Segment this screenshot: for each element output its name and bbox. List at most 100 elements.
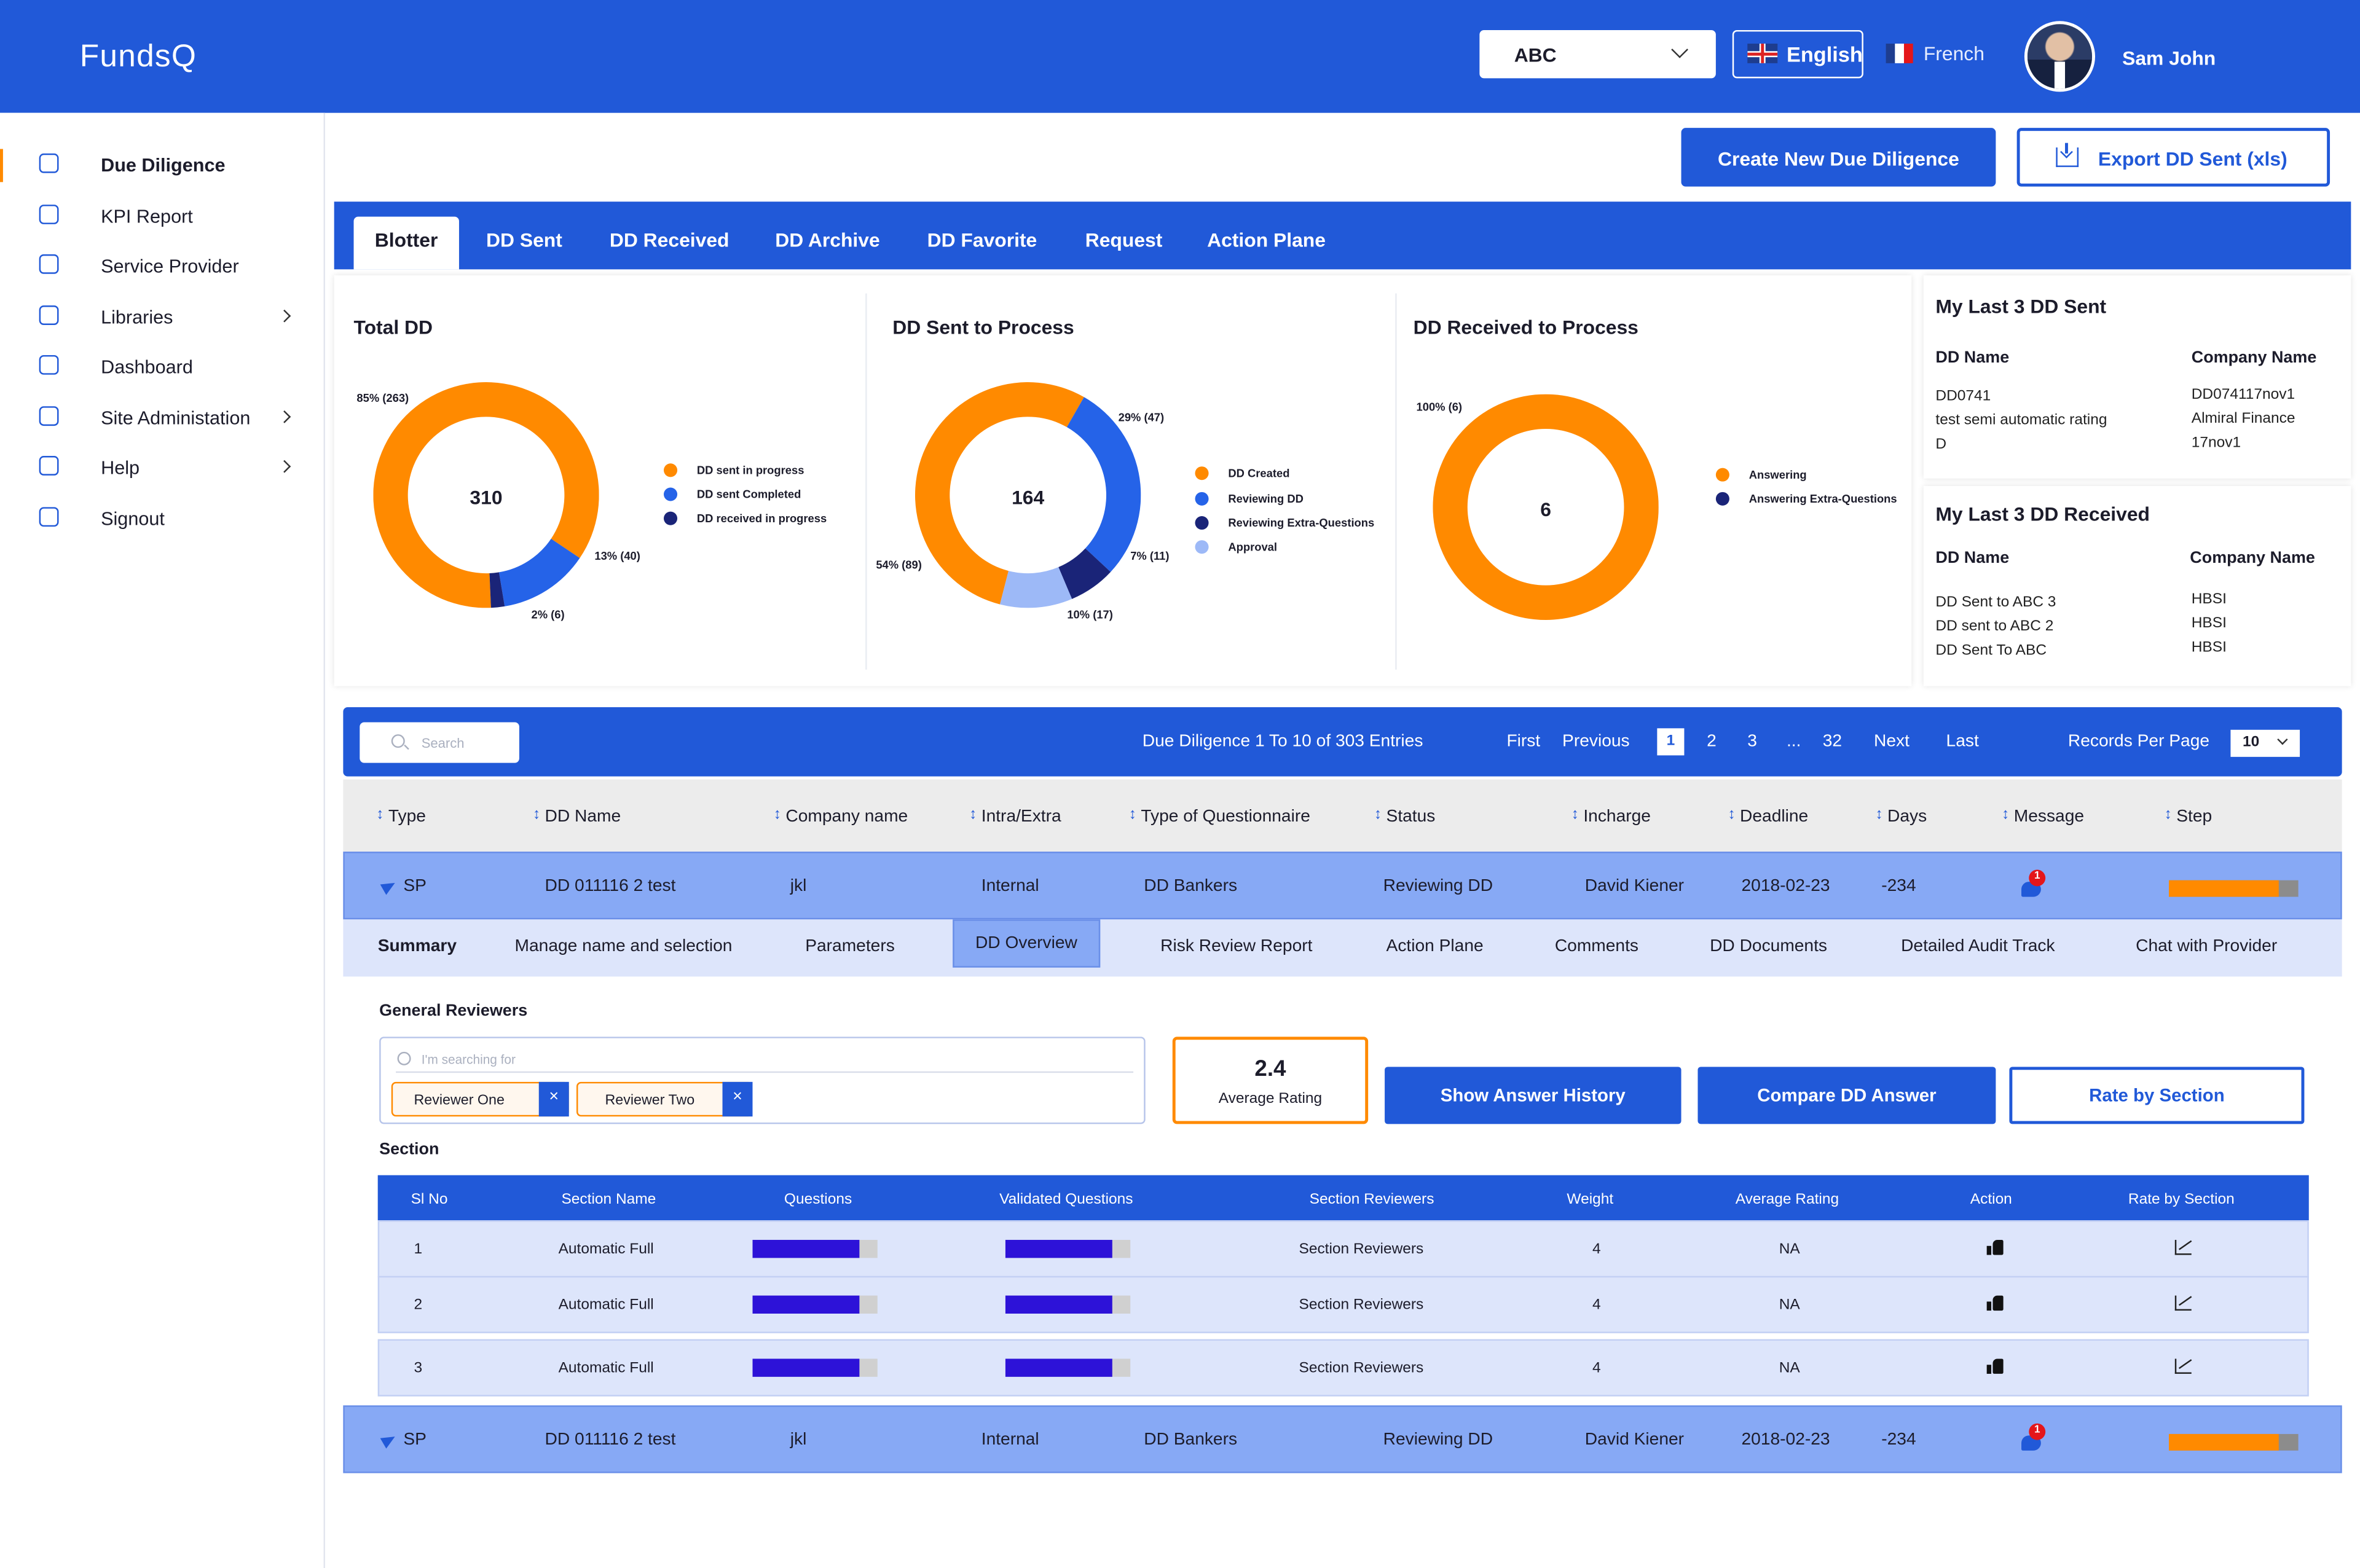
donut-slice-reviewing-dd[interactable] [1066, 397, 1141, 572]
previous-page-link[interactable]: Previous [1562, 732, 1630, 751]
last-page-link[interactable]: Last [1946, 732, 1979, 751]
donut-slice-dd-created[interactable] [914, 382, 1084, 605]
tab-dd-received[interactable]: DD Received [609, 229, 730, 251]
company-select[interactable]: ABC [1479, 29, 1716, 79]
col-sl-no: Sl No [411, 1191, 448, 1209]
tab-request[interactable]: Request [1085, 229, 1163, 251]
close-icon[interactable]: × [538, 1081, 569, 1117]
hand-icon [39, 254, 59, 274]
message-icon[interactable]: 1 [2021, 869, 2046, 897]
subtab-parameters[interactable]: Parameters [805, 937, 895, 956]
tab-dd-archive[interactable]: DD Archive [775, 229, 880, 251]
donut-slice-answering[interactable] [1433, 394, 1659, 620]
thumbs-up-icon[interactable] [1986, 1295, 2004, 1311]
chevron-down-icon [2277, 734, 2288, 745]
subtab-dd-documents[interactable]: DD Documents [1710, 937, 1828, 956]
page-3-button[interactable]: 3 [1747, 732, 1757, 751]
sidebar-item-help[interactable]: Help [0, 445, 325, 490]
sidebar-item-dashboard[interactable]: Dashboard [0, 345, 325, 390]
message-count-badge: 1 [2029, 869, 2046, 887]
donut-slice-approval[interactable] [999, 567, 1072, 608]
thumbs-up-icon[interactable] [1986, 1239, 2004, 1255]
sidebar-item-libraries[interactable]: Libraries [0, 295, 325, 340]
table-row[interactable]: SP DD 011116 2 test jkl Internal DD Bankers R… [343, 852, 2342, 920]
user-name[interactable]: Sam John [2122, 46, 2216, 69]
subtab-comments[interactable]: Comments [1554, 937, 1639, 956]
rate-by-section-button[interactable]: Rate by Section [2009, 1067, 2305, 1124]
table-row[interactable]: SP DD 011116 2 test jkl Internal DD Bankers R… [343, 1405, 2342, 1473]
user-avatar[interactable] [2024, 21, 2096, 92]
section-name: Automatic Full [558, 1360, 654, 1377]
col-type[interactable]: Type [376, 807, 426, 826]
table-header: Type DD Name Company name Intra/Extra Ty… [343, 779, 2342, 852]
records-per-page-select[interactable]: 10 [2230, 729, 2300, 757]
tab-blotter[interactable]: Blotter [353, 216, 459, 270]
sidebar-item-service-provider[interactable]: Service Provider [0, 244, 325, 289]
thumbs-up-icon[interactable] [1986, 1358, 2004, 1374]
sidebar-item-kpi-report[interactable]: KPI Report [0, 194, 325, 239]
rate-chart-icon[interactable] [2174, 1358, 2192, 1374]
last-received-names[interactable]: DD Sent to ABC 3 DD sent to ABC 2 DD Sent … [1935, 594, 2056, 659]
sidebar-item-due-diligence[interactable]: Due Diligence [0, 143, 325, 188]
create-due-diligence-button[interactable]: Create New Due Diligence [1681, 128, 1996, 187]
tab-dd-sent[interactable]: DD Sent [486, 229, 562, 251]
subtab-summary[interactable]: Summary [377, 937, 457, 956]
show-answer-history-button[interactable]: Show Answer History [1385, 1067, 1682, 1124]
col-questionnaire[interactable]: Type of Questionnaire [1129, 807, 1310, 826]
export-dd-sent-button[interactable]: Export DD Sent (xls) [2016, 128, 2330, 187]
col-days[interactable]: Days [1875, 807, 1927, 826]
page-32-button[interactable]: 32 [1822, 732, 1843, 751]
section-reviewers[interactable]: Section Reviewers [1299, 1360, 1424, 1377]
col-intra-extra[interactable]: Intra/Extra [969, 807, 1061, 826]
divider [1395, 293, 1397, 670]
section-row[interactable]: 3 Automatic Full Section Reviewers 4 NA [377, 1339, 2309, 1397]
cell-dd-name[interactable]: DD 011116 2 test [545, 877, 676, 896]
last-sent-names[interactable]: DD0741 test semi automatic rating D [1935, 388, 2107, 453]
rate-chart-icon[interactable] [2174, 1239, 2192, 1255]
sidebar-item-signout[interactable]: Signout [0, 496, 325, 541]
page-1-button[interactable]: 1 [1657, 728, 1685, 756]
reviewers-select[interactable]: I'm searching for Reviewer One × Reviewer… [379, 1037, 1146, 1124]
reviewer-search-input[interactable]: I'm searching for [396, 1051, 1134, 1073]
col-rate-by-section: Rate by Section [2128, 1191, 2235, 1209]
col-message[interactable]: Message [2002, 807, 2084, 826]
col-incharge[interactable]: Incharge [1571, 807, 1651, 826]
section-row[interactable]: 1 Automatic Full Section Reviewers 4 NA [377, 1220, 2309, 1278]
col-dd-name[interactable]: DD Name [533, 807, 621, 826]
first-page-link[interactable]: First [1506, 732, 1541, 751]
cell-dd-name[interactable]: DD 011116 2 test [545, 1430, 676, 1449]
col-company-name[interactable]: Company name [774, 807, 908, 826]
subtab-detailed-audit-track[interactable]: Detailed Audit Track [1901, 937, 2055, 956]
col-deadline[interactable]: Deadline [1728, 807, 1808, 826]
compare-dd-answer-button[interactable]: Compare DD Answer [1697, 1067, 1996, 1124]
language-english-button[interactable]: English [1732, 29, 1863, 79]
subtab-action-plane[interactable]: Action Plane [1386, 937, 1484, 956]
company-select-value: ABC [1514, 44, 1557, 66]
tab-dd-favorite[interactable]: DD Favorite [927, 229, 1037, 251]
subtab-manage-name-and-selection[interactable]: Manage name and selection [514, 937, 733, 956]
subtab-dd-overview[interactable]: DD Overview [953, 919, 1100, 968]
page-2-button[interactable]: 2 [1707, 732, 1717, 751]
donut-slice-dd-received-in-progress[interactable] [489, 572, 505, 608]
search-icon [391, 734, 405, 748]
section-reviewers[interactable]: Section Reviewers [1299, 1297, 1424, 1314]
rate-chart-icon[interactable] [2174, 1295, 2192, 1311]
tab-action-plane[interactable]: Action Plane [1207, 229, 1326, 251]
col-step[interactable]: Step [2165, 807, 2212, 826]
subtab-chat-with-provider[interactable]: Chat with Provider [2136, 937, 2278, 956]
section-reviewers[interactable]: Section Reviewers [1299, 1241, 1424, 1258]
language-french-button[interactable]: French [1886, 42, 1984, 65]
total-dd-title: Total DD [353, 316, 433, 339]
message-icon[interactable]: 1 [2021, 1423, 2046, 1451]
close-icon[interactable]: × [722, 1081, 753, 1117]
app-logo[interactable]: FundsQ [79, 39, 197, 74]
sidebar-item-site-administation[interactable]: Site Administation [0, 396, 325, 441]
col-status[interactable]: Status [1374, 807, 1435, 826]
donut-slice-reviewing-extra-questions[interactable] [1058, 548, 1111, 599]
subtab-risk-review-report[interactable]: Risk Review Report [1160, 937, 1313, 956]
donut-slice-dd-sent-in-progress[interactable] [373, 382, 599, 608]
section-row[interactable]: 2 Automatic Full Section Reviewers 4 NA [377, 1276, 2309, 1333]
table-search-input[interactable]: Search [360, 722, 519, 763]
next-page-link[interactable]: Next [1874, 732, 1910, 751]
donut-slice-dd-sent-completed[interactable] [498, 538, 580, 606]
